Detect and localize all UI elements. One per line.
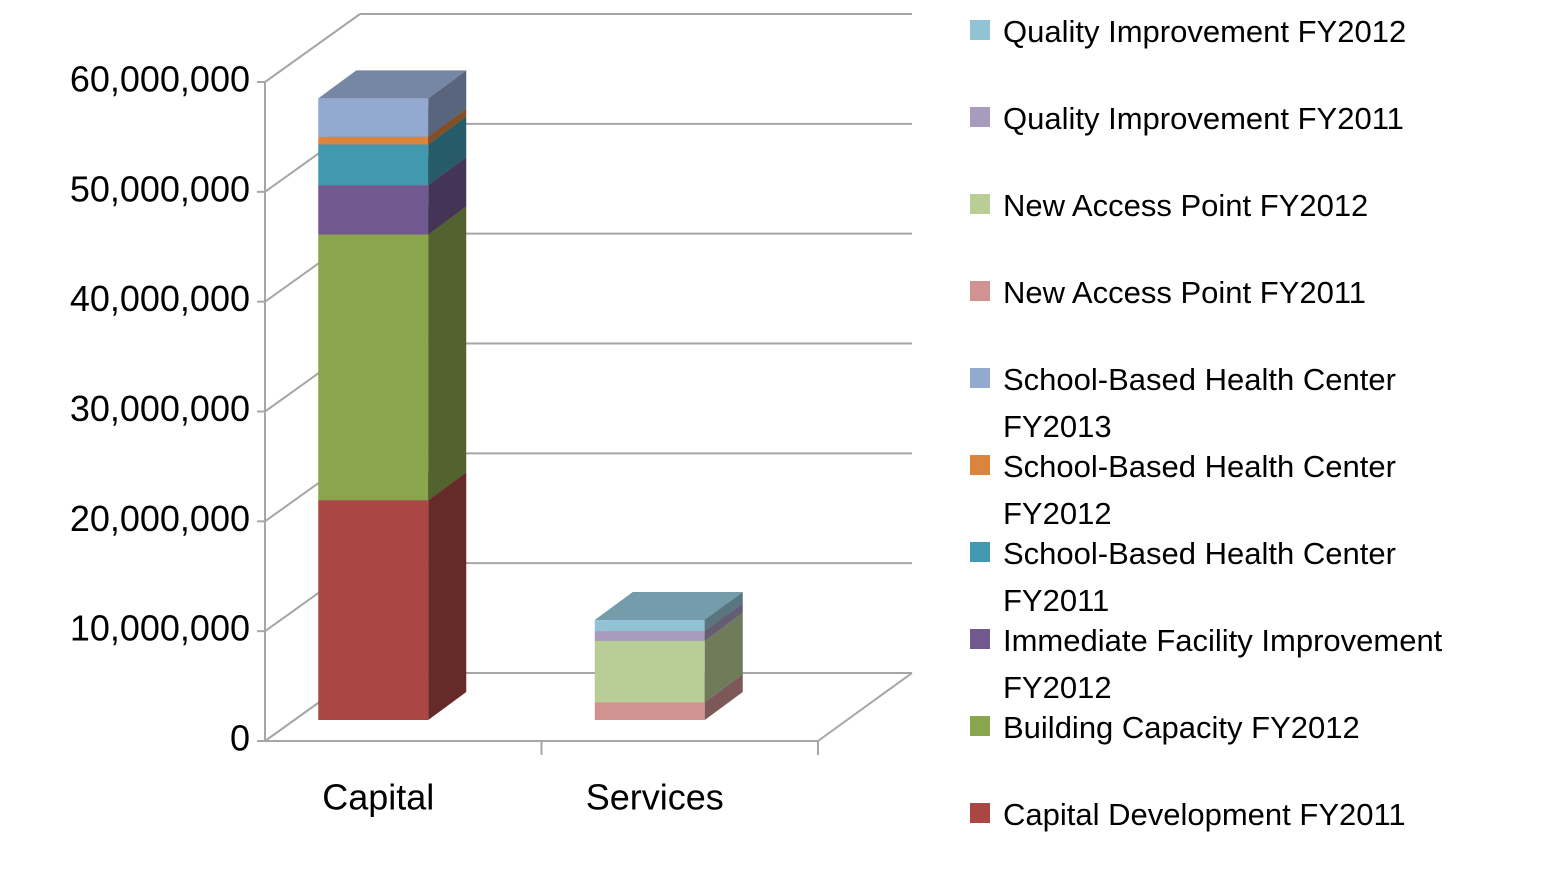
grid-line: [264, 13, 361, 83]
legend-item: Quality Improvement FY2011: [970, 93, 1470, 180]
bar-front: [594, 631, 705, 641]
bar-front: [594, 640, 705, 703]
legend-item: School-Based Health Center FY2011: [970, 528, 1470, 618]
bar-front: [318, 136, 429, 145]
legend-swatch: [970, 455, 990, 475]
bar-side: [704, 592, 743, 632]
bar-top: [318, 70, 467, 99]
page: {"chart_data": {"type": "bar3d_stacked",…: [69, 13, 1443, 832]
y-tick-label: 20,000,000: [70, 498, 250, 539]
bar-segment: [318, 206, 467, 501]
legend-item: Immediate Facility Improvement FY2012: [970, 615, 1470, 705]
legend-item: Capital Development FY2011: [970, 789, 1470, 876]
legend-label: New Access Point FY2011: [1003, 275, 1366, 310]
legend-swatch: [970, 803, 990, 823]
x-tick-label: Services: [586, 777, 724, 818]
bar-front: [594, 620, 705, 632]
bar-side: [428, 70, 467, 137]
legend-label: Capital Development FY2011: [1003, 797, 1406, 832]
bar-front: [318, 500, 429, 720]
bar-segment: [318, 472, 467, 720]
bar-side: [428, 206, 467, 501]
bar-front: [318, 98, 429, 137]
y-tick-label: 10,000,000: [70, 608, 250, 649]
chart: 0 10,000,000 20,000,000 30,000,000 40,000,00…: [70, 13, 913, 818]
legend-label: School-Based Health Center FY2013: [1003, 362, 1396, 444]
y-tick-label: 30,000,000: [70, 388, 250, 429]
bar-side: [704, 674, 743, 720]
legend-item: New Access Point FY2012: [970, 180, 1470, 267]
legend-swatch: [970, 281, 990, 301]
bar-side: [704, 603, 743, 641]
legend-swatch: [970, 368, 990, 388]
bar-side: [428, 472, 467, 720]
legend-label: Building Capacity FY2012: [1003, 710, 1360, 745]
legend-swatch: [970, 716, 990, 736]
bar-side: [428, 116, 467, 186]
legend-label: Quality Improvement FY2012: [1003, 14, 1407, 49]
legend-item: Quality Improvement FY2012: [970, 6, 1470, 93]
legend-item: New Access Point FY2011: [970, 267, 1470, 354]
legend-label: School-Based Health Center FY2012: [1003, 449, 1396, 531]
legend-label: Immediate Facility Improvement FY2012: [1003, 623, 1443, 705]
y-tick-label: 50,000,000: [70, 168, 250, 209]
y-tick-label: 40,000,000: [70, 278, 250, 319]
bar-top: [594, 592, 743, 621]
x-tick-label: Capital: [322, 777, 434, 818]
bar-front: [318, 234, 429, 501]
bar-front: [594, 702, 705, 720]
y-tick-label: 60,000,000: [70, 59, 250, 100]
y-tick-label: 0: [230, 718, 250, 759]
legend-label: New Access Point FY2012: [1003, 188, 1369, 223]
legend-item: School-Based Health Center FY2013: [970, 354, 1470, 444]
legend-item: Building Capacity FY2012: [970, 702, 1470, 789]
legend-item: School-Based Health Center FY2012: [970, 441, 1470, 531]
bar-side: [704, 612, 743, 703]
legend-swatch: [970, 194, 990, 214]
bar-side: [428, 108, 467, 145]
legend-label: Quality Improvement FY2011: [1003, 101, 1404, 136]
bar-segment: [594, 592, 743, 632]
legend-swatch: [970, 107, 990, 127]
bar-front: [318, 185, 429, 235]
bar-side: [428, 157, 467, 235]
bar-front: [318, 144, 429, 186]
legend-swatch: [970, 629, 990, 649]
bar-segment: [318, 70, 467, 137]
legend: Quality Improvement FY2012 Quality Improv…: [970, 6, 1470, 876]
legend-swatch: [970, 542, 990, 562]
legend-swatch: [970, 20, 990, 40]
legend-label: School-Based Health Center FY2011: [1003, 536, 1396, 618]
floor-edge: [817, 672, 913, 742]
